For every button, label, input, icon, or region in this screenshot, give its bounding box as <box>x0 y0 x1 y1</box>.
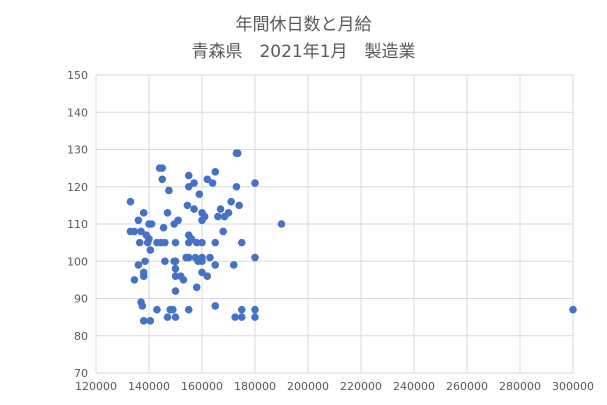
data-point <box>159 223 168 232</box>
data-point <box>227 197 235 206</box>
data-point <box>169 305 177 314</box>
data-point <box>146 246 155 254</box>
data-point <box>198 238 206 247</box>
data-point <box>232 182 241 191</box>
data-point <box>137 227 145 236</box>
data-point <box>139 317 148 325</box>
data-point <box>138 302 147 310</box>
x-tick-label: 160000 <box>181 380 223 393</box>
data-point <box>161 238 169 247</box>
data-point <box>198 257 206 266</box>
data-point <box>158 175 167 184</box>
x-tick-label: 200000 <box>287 380 329 393</box>
chart-subtitle: 青森県 2021年1月 製造業 <box>191 42 416 62</box>
chart-title: 年間休日数と月給 <box>235 15 372 35</box>
data-point <box>141 257 149 266</box>
y-tick-label: 80 <box>74 330 88 343</box>
data-point <box>251 253 259 262</box>
data-point <box>233 149 242 158</box>
y-tick-label: 140 <box>67 106 88 119</box>
data-point <box>126 197 135 206</box>
data-point <box>237 238 246 247</box>
data-point <box>195 190 204 198</box>
data-point <box>130 227 139 236</box>
data-point <box>171 313 180 321</box>
data-point <box>135 238 144 247</box>
data-point <box>134 261 143 269</box>
data-point <box>237 305 246 314</box>
y-tick-label: 150 <box>67 69 88 82</box>
data-point <box>158 164 167 172</box>
y-tick-label: 90 <box>74 293 88 306</box>
data-point <box>165 186 173 195</box>
y-tick-label: 120 <box>67 181 88 194</box>
data-point <box>163 209 172 217</box>
data-point <box>251 305 259 314</box>
data-point <box>184 253 193 262</box>
data-point <box>145 235 153 243</box>
data-point <box>139 209 148 217</box>
y-tick-label: 70 <box>74 367 88 380</box>
data-point <box>146 317 155 325</box>
data-point <box>251 313 259 321</box>
data-point <box>184 171 193 180</box>
data-point <box>211 302 220 310</box>
data-point <box>163 313 172 321</box>
data-point <box>224 209 233 217</box>
data-point <box>251 179 259 187</box>
data-point <box>130 276 139 284</box>
data-point <box>211 168 220 176</box>
data-point <box>187 235 196 243</box>
data-point <box>230 261 238 269</box>
data-point <box>198 268 206 277</box>
data-point <box>231 313 239 321</box>
data-point <box>192 238 201 247</box>
data-point <box>192 283 201 292</box>
x-tick-label: 280000 <box>499 380 541 393</box>
data-point <box>174 216 182 225</box>
data-point <box>134 216 143 225</box>
data-point <box>219 227 227 236</box>
data-point <box>216 205 225 213</box>
x-tick-label: 300000 <box>552 380 594 393</box>
x-tick-label: 240000 <box>393 380 435 393</box>
data-point <box>183 201 192 210</box>
data-point <box>208 179 217 187</box>
data-point <box>171 238 180 247</box>
data-point <box>184 305 193 314</box>
x-tick-label: 220000 <box>340 380 382 393</box>
data-point <box>190 179 198 187</box>
data-point <box>211 238 220 247</box>
data-point <box>179 276 188 284</box>
data-point <box>184 182 193 191</box>
x-tick-label: 180000 <box>234 380 276 393</box>
data-point <box>214 212 222 221</box>
data-point <box>200 212 209 221</box>
data-point <box>153 305 161 314</box>
x-tick-label: 120000 <box>75 380 117 393</box>
y-tick-label: 110 <box>67 218 88 231</box>
data-point <box>190 205 198 213</box>
y-tick-label: 130 <box>67 144 88 157</box>
y-tick-label: 100 <box>67 255 88 268</box>
data-point <box>277 220 286 228</box>
data-point <box>203 272 212 280</box>
x-tick-label: 140000 <box>128 380 170 393</box>
data-point <box>237 313 246 321</box>
data-point <box>139 268 148 277</box>
data-point <box>569 305 577 314</box>
data-point <box>235 201 243 210</box>
data-point <box>171 272 180 280</box>
data-point <box>147 220 156 228</box>
data-point <box>211 261 220 269</box>
data-point <box>171 287 180 295</box>
data-point <box>170 257 178 266</box>
data-point <box>206 253 214 262</box>
x-tick-label: 260000 <box>446 380 488 393</box>
data-point <box>171 264 180 273</box>
data-point <box>203 175 212 184</box>
data-point <box>161 257 169 266</box>
